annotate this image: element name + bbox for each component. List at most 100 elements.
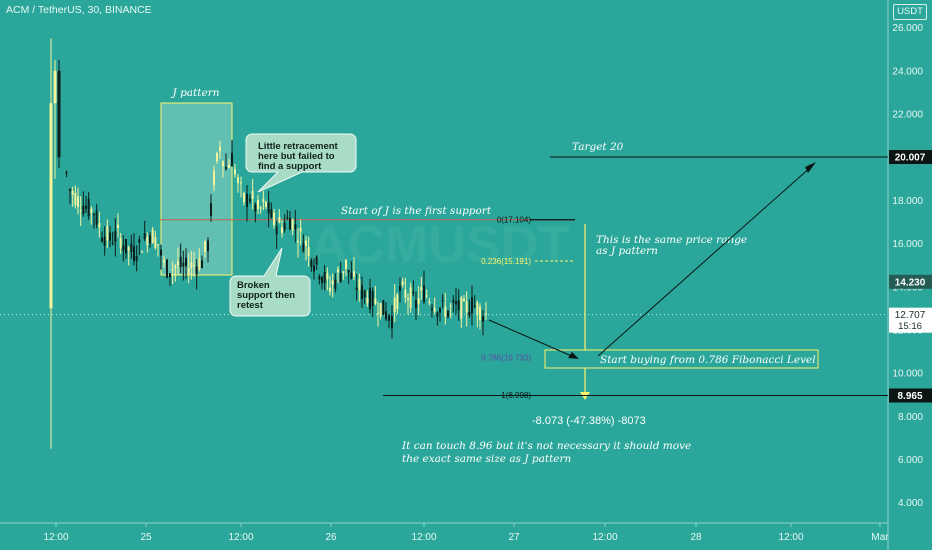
candle-body xyxy=(428,301,431,304)
candle-body xyxy=(240,182,242,184)
candle-body xyxy=(465,301,468,313)
candle-body xyxy=(412,291,415,294)
candle-body xyxy=(49,103,53,309)
candle-body xyxy=(265,202,267,207)
candle-body xyxy=(358,279,361,290)
candle-body xyxy=(289,217,291,230)
candle-body xyxy=(374,298,377,304)
candle-body xyxy=(246,193,248,208)
price-label-low: 8.965 xyxy=(897,391,922,402)
currency-badge[interactable]: USDT xyxy=(893,4,927,20)
candle-body xyxy=(130,243,133,252)
candle-body xyxy=(174,265,177,269)
candle-body xyxy=(213,170,215,186)
candle-body xyxy=(447,310,449,317)
price-label-support: 14.230 xyxy=(895,277,926,288)
candle-body xyxy=(82,205,85,214)
price-tick-label: 4.000 xyxy=(898,498,923,509)
candle-body xyxy=(382,300,385,315)
candle-body xyxy=(393,297,396,313)
candle-body xyxy=(234,169,236,175)
j-pattern-box[interactable] xyxy=(160,102,233,276)
candle-body xyxy=(417,298,420,304)
candle-body xyxy=(431,308,433,311)
candle-body xyxy=(355,287,358,291)
candle-body xyxy=(149,235,151,244)
touch-note-line-1: It can touch 8.96 but it's not necessary… xyxy=(401,440,691,452)
same-range-line-1: This is the same price range xyxy=(596,234,747,246)
candle-body xyxy=(77,196,79,208)
candle-body xyxy=(74,192,77,206)
candle-body xyxy=(190,262,193,268)
candle-body xyxy=(127,247,130,251)
candle-body xyxy=(326,272,329,280)
candle-body xyxy=(79,210,82,212)
candle-body xyxy=(216,153,218,162)
candle-body xyxy=(135,256,138,261)
candle-body xyxy=(119,237,122,249)
candle-body xyxy=(160,249,162,256)
candle-body xyxy=(350,272,353,279)
path-arrow-up[interactable] xyxy=(597,165,813,357)
candle-body xyxy=(299,227,302,232)
candle-body xyxy=(436,312,439,317)
candle-body xyxy=(388,315,390,321)
candle-body xyxy=(204,241,206,252)
price-label-support-bg xyxy=(889,274,932,289)
candle-body xyxy=(420,287,423,291)
bubble-broken-support[interactable]: Broken support then retest xyxy=(229,247,311,317)
candle-body xyxy=(114,231,117,242)
candle-body xyxy=(273,212,275,225)
candle-body xyxy=(179,256,182,267)
candle-body xyxy=(482,316,484,322)
candle-body xyxy=(71,191,74,195)
candle-body xyxy=(425,295,428,297)
candle-body xyxy=(452,300,455,303)
candle-body xyxy=(294,224,297,230)
target-label: Target 20 xyxy=(572,141,624,153)
candle-body xyxy=(473,305,476,307)
time-tick-label: 12:00 xyxy=(411,532,436,543)
candle-body xyxy=(122,245,125,251)
candle-body xyxy=(90,208,93,214)
candle-body xyxy=(363,290,366,297)
time-tick-label: 25 xyxy=(140,532,152,543)
candle-body xyxy=(171,269,174,271)
candle-body xyxy=(133,246,135,262)
price-axis[interactable]: 4.0006.0008.00010.00012.00014.00016.0001… xyxy=(892,23,923,509)
bubble-retracement[interactable]: Little retracement here but failed to fi… xyxy=(245,133,357,193)
candle-body xyxy=(210,203,212,216)
candle-body xyxy=(318,276,321,280)
candle-body xyxy=(310,260,313,267)
time-tick-label: 28 xyxy=(690,532,702,543)
candle-body xyxy=(182,262,185,267)
j-pattern-label: J pattern xyxy=(171,87,220,99)
candle-body xyxy=(103,236,106,246)
candle-body xyxy=(270,209,273,218)
price-tick-label: 26.000 xyxy=(892,23,923,34)
candle-body xyxy=(143,233,146,240)
candle-body xyxy=(404,289,407,298)
fib-level-label: 0.786(10.733) xyxy=(481,353,531,362)
price-tick-label: 16.000 xyxy=(892,239,923,250)
candle-body xyxy=(297,240,299,243)
candle-body xyxy=(163,259,165,263)
path-arrow-down[interactable] xyxy=(488,319,575,358)
touch-note-line-2: the exact same size as J pattern xyxy=(402,453,572,465)
candle-body xyxy=(283,222,286,230)
candle-body xyxy=(305,240,307,247)
candle-body xyxy=(339,273,342,282)
candle-body xyxy=(53,70,57,104)
bubble-broken-line-3: retest xyxy=(237,300,264,311)
bubble-broken-line-2: support then xyxy=(237,290,295,301)
time-axis[interactable]: 12:00 25 12:00 26 12:00 27 12:00 28 12:00 Mar xyxy=(43,523,889,543)
candle-body xyxy=(415,300,417,308)
candle-body xyxy=(331,280,334,285)
candle-body xyxy=(399,286,401,291)
candle-body xyxy=(254,204,257,212)
candle-body xyxy=(423,285,425,303)
price-tick-label: 22.000 xyxy=(892,109,923,120)
buy-zone-box[interactable] xyxy=(544,349,819,369)
candle-body xyxy=(166,259,168,278)
